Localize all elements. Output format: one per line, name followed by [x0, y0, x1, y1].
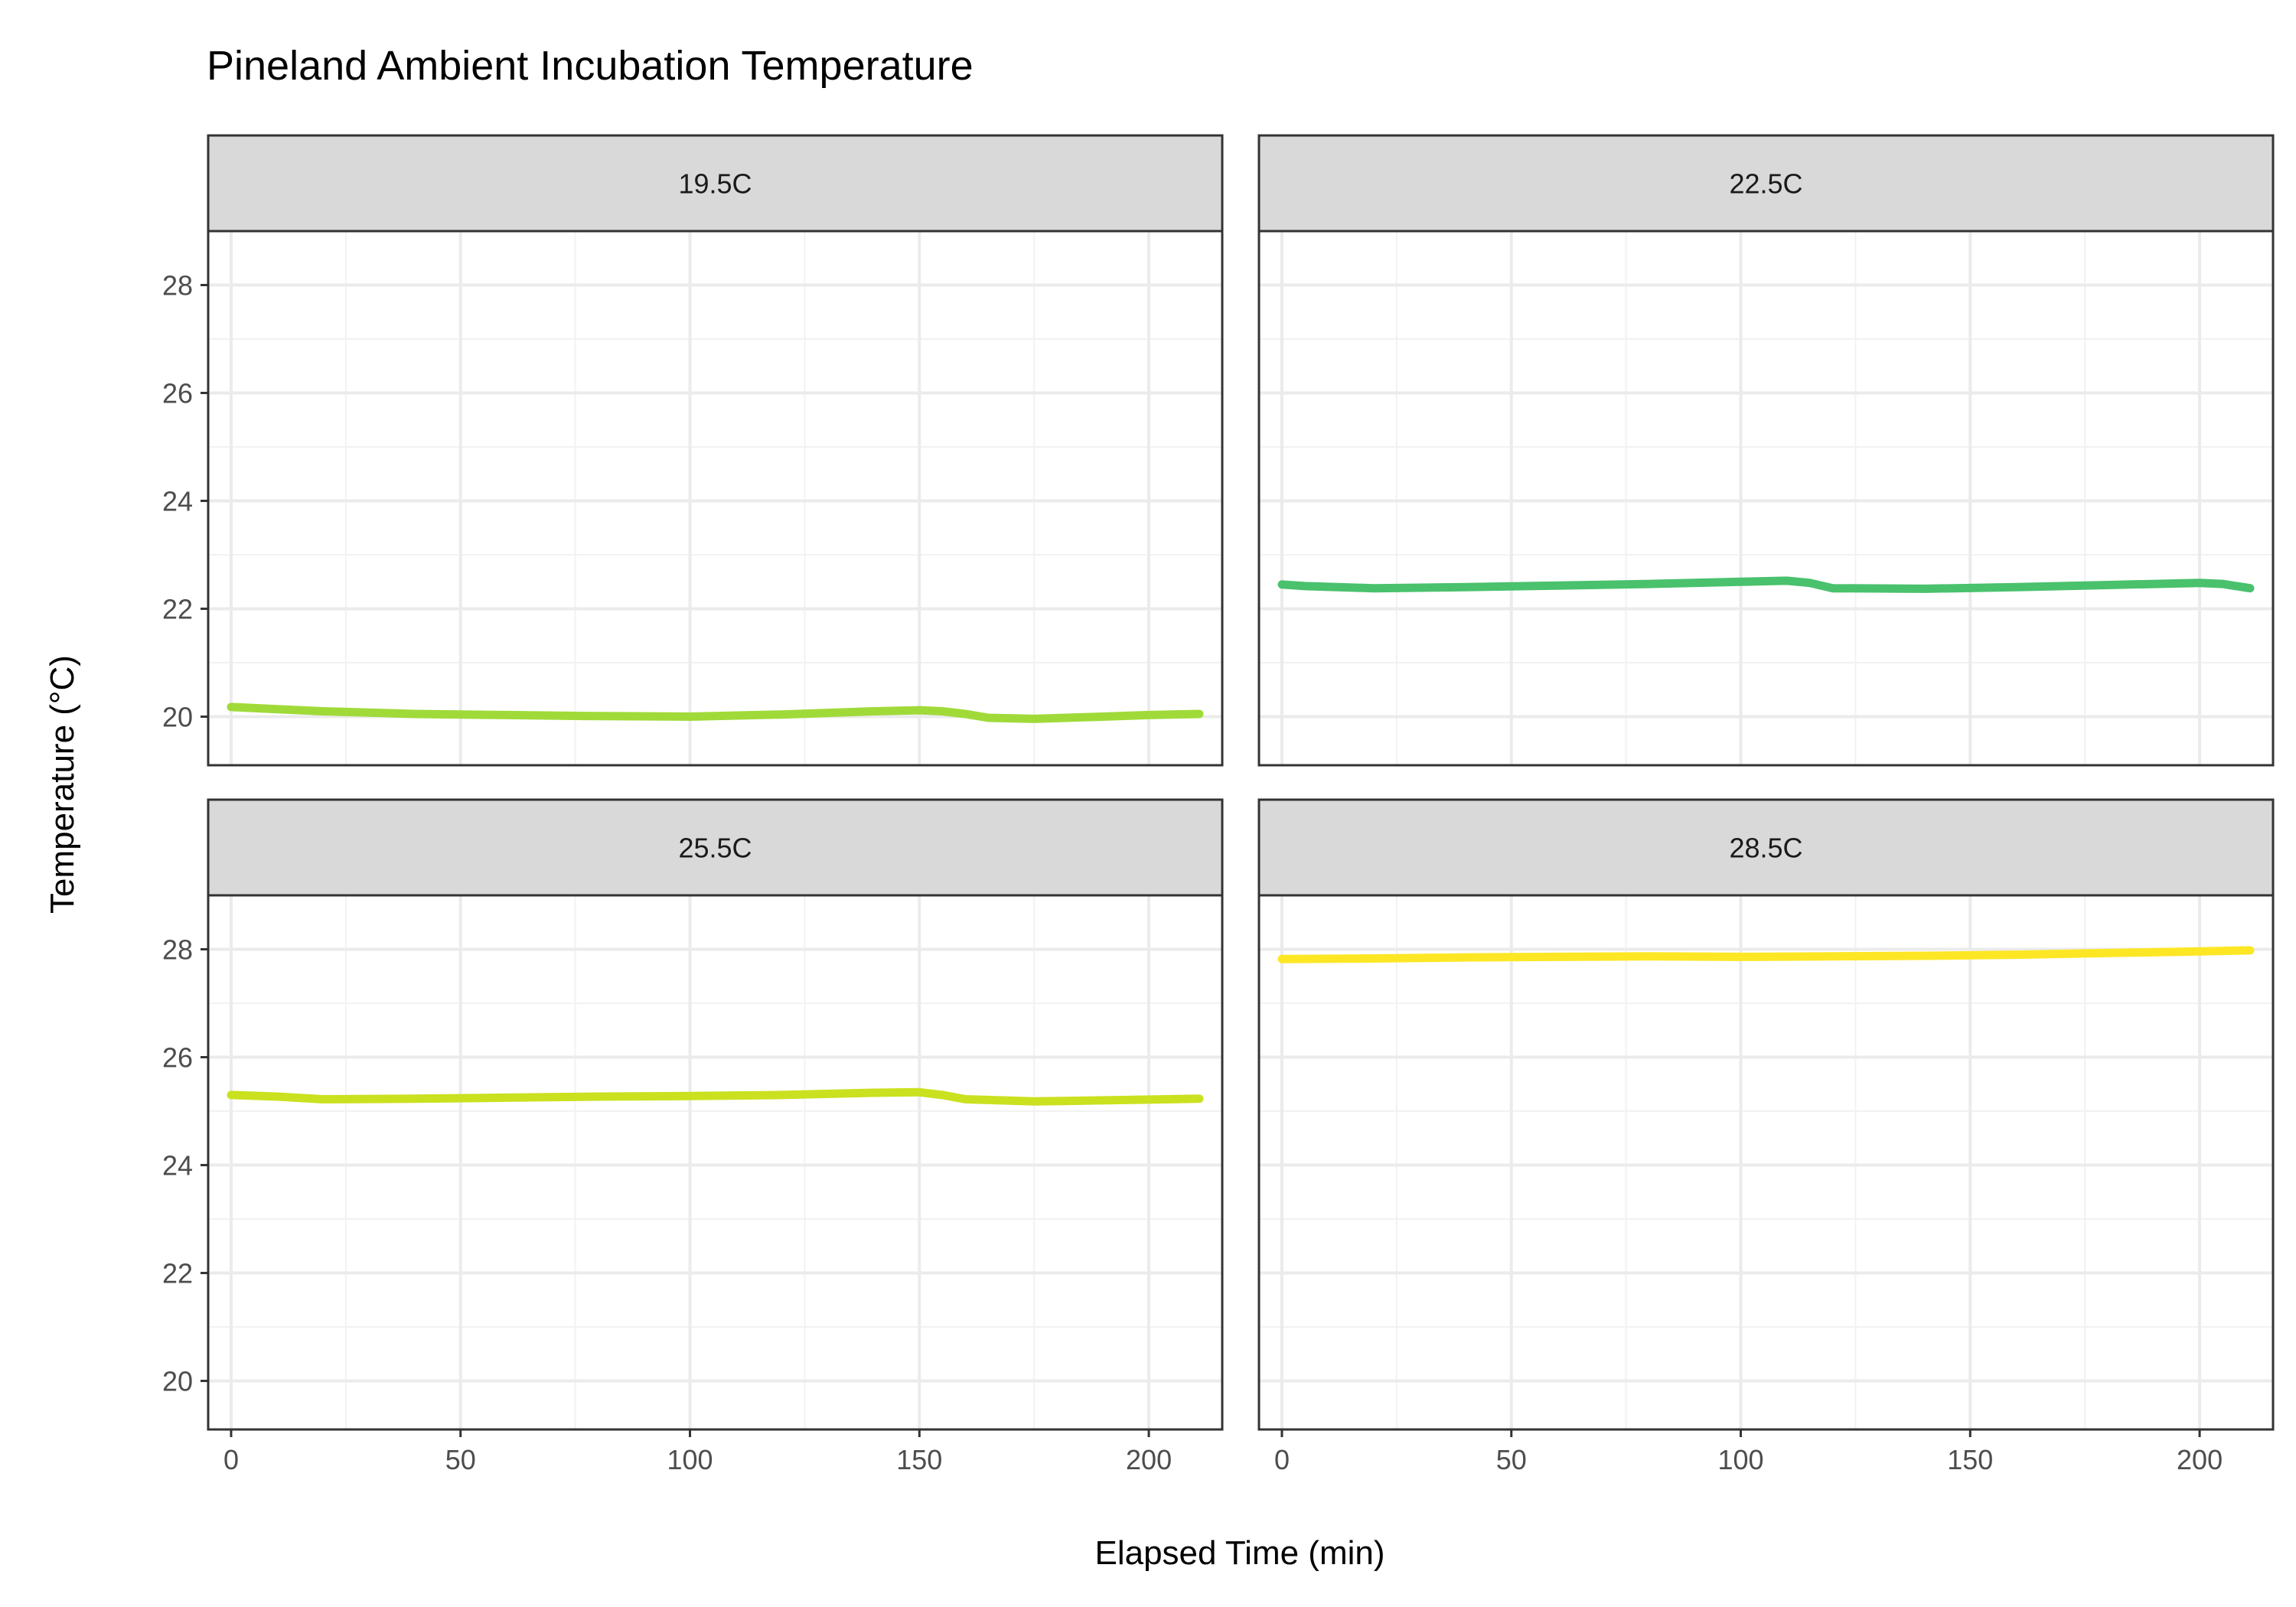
facet-panel-3: 28.5C 0 50 100 150 200	[1257, 798, 2275, 1475]
x-axis-title: Elapsed Time (min)	[1094, 1534, 1384, 1572]
y-tick-label: 22	[162, 1258, 193, 1289]
facet-strip-label: 22.5C	[1729, 168, 1802, 200]
panel-background	[1259, 895, 2273, 1429]
series-line-19.5C	[227, 702, 1204, 723]
y-axis-title: Temperature (°C)	[44, 655, 81, 914]
y-tick-label: 22	[162, 594, 193, 625]
x-tick-label: 0	[223, 1444, 239, 1475]
x-tick-label: 50	[445, 1444, 476, 1475]
facet-strip	[1257, 798, 2275, 897]
y-tick-label: 24	[162, 1150, 193, 1182]
facet-panel-1: 22.5C	[1257, 134, 2275, 767]
x-tick-label: 150	[1947, 1444, 1993, 1475]
panel-background	[208, 231, 1222, 765]
y-tick-label: 24	[162, 486, 193, 517]
facet-strip	[207, 134, 1224, 233]
y-tick-label: 20	[162, 1366, 193, 1397]
x-tick-label: 50	[1496, 1444, 1527, 1475]
x-tick-label: 0	[1274, 1444, 1290, 1475]
y-tick-label: 20	[162, 702, 193, 733]
x-tick-label: 150	[896, 1444, 942, 1475]
facet-strip-label: 25.5C	[678, 833, 752, 864]
facet-strip	[207, 798, 1224, 897]
panel-background	[208, 895, 1222, 1429]
facet-strip-label: 19.5C	[678, 168, 752, 200]
x-tick-label: 100	[1717, 1444, 1763, 1475]
panel-background	[1259, 231, 2273, 765]
facet-panel-0: 19.5C 20 22 24 26 28	[162, 134, 1224, 767]
y-tick-label: 26	[162, 1042, 193, 1074]
facet-strip-label: 28.5C	[1729, 833, 1802, 864]
chart-title: Pineland Ambient Incubation Temperature	[207, 43, 974, 89]
x-tick-label: 100	[667, 1444, 713, 1475]
facet-strip	[1257, 134, 2275, 233]
y-tick-label: 26	[162, 378, 193, 409]
series-line-25.5C	[227, 1087, 1204, 1106]
y-tick-label: 28	[162, 934, 193, 966]
series-line-22.5C	[1277, 576, 2255, 593]
series-line-28.5C	[1277, 946, 2255, 963]
x-tick-label: 200	[2177, 1444, 2223, 1475]
facet-panels: 19.5C 20 22 24 26 28 22.5C 25.5C 20 22 24 26 28 0 50 10…	[162, 134, 2275, 1475]
facet-panel-2: 25.5C 20 22 24 26 28 0 50 100 150 200	[162, 798, 1224, 1475]
y-tick-label: 28	[162, 270, 193, 302]
x-tick-label: 200	[1126, 1444, 1172, 1475]
